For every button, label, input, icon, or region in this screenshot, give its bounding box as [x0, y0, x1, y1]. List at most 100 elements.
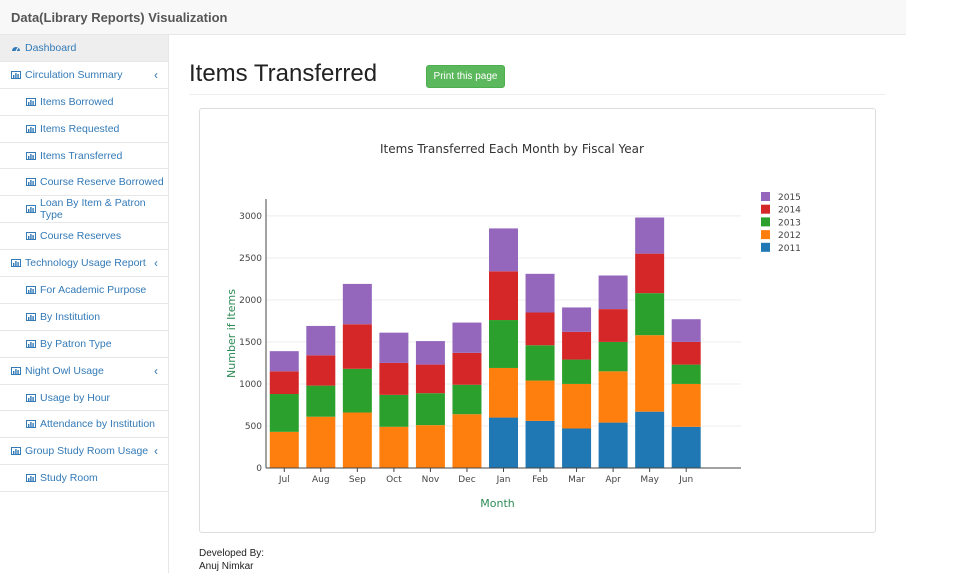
chart-title: Items Transferred Each Month by Fiscal Y… [380, 142, 644, 156]
bar-2014-nov [415, 364, 445, 394]
legend-swatch-2011 [761, 242, 770, 252]
y-tick-label: 2000 [239, 296, 262, 306]
bar-2012-sep [342, 412, 372, 468]
bar-2013-mar [562, 359, 592, 384]
bar-2014-jul [269, 371, 299, 395]
bar-chart-icon [26, 474, 36, 483]
sidebar-item-items-transferred[interactable]: Items Transferred [0, 143, 168, 170]
y-tick-label: 3000 [239, 212, 262, 222]
title-divider [189, 94, 886, 95]
bar-2012-oct [379, 426, 409, 468]
sidebar-item-technology-usage-report[interactable]: Technology Usage Report ‹ [0, 250, 168, 278]
x-tick-label: Apr [605, 475, 621, 485]
bar-2015-feb [525, 273, 555, 313]
sidebar-item-label: Items Borrowed [40, 95, 114, 108]
sidebar-item-course-reserve-borrowed[interactable]: Course Reserve Borrowed [0, 169, 168, 197]
legend-swatch-2015 [761, 192, 770, 201]
sidebar-item-label: Group Study Room Usage [25, 445, 149, 458]
bar-2014-sep [342, 324, 372, 369]
legend-label: 2012 [778, 231, 801, 241]
y-tick-label: 0 [256, 464, 262, 474]
bar-2012-may [635, 335, 665, 412]
bar-2014-apr [598, 309, 628, 342]
legend-swatch-2013 [761, 217, 770, 227]
bar-2015-sep [342, 283, 372, 325]
sidebar: Dashboard Circulation Summary ‹ Items Borro… [0, 35, 169, 573]
sidebar-item-for-academic-purpose[interactable]: For Academic Purpose [0, 277, 168, 304]
x-tick-label: Sep [349, 475, 366, 485]
x-tick-label: Jul [278, 475, 290, 485]
bar-2013-aug [306, 385, 336, 417]
sidebar-item-label: Course Reserves [40, 230, 122, 243]
bar-2015-jan [489, 228, 518, 272]
sidebar-item-circulation-summary[interactable]: Circulation Summary ‹ [0, 62, 168, 89]
legend-label: 2011 [778, 244, 801, 254]
bar-chart-icon [26, 178, 36, 187]
bar-2015-jul [269, 351, 299, 372]
x-tick-label: May [640, 475, 659, 485]
sidebar-item-by-institution[interactable]: By Institution [0, 304, 168, 331]
bar-2014-mar [562, 331, 592, 360]
sidebar-item-label: Items Requested [40, 122, 120, 135]
bar-2015-dec [452, 322, 482, 353]
sidebar-item-by-patron-type[interactable]: By Patron Type [0, 331, 168, 358]
sidebar-item-group-study-room-usage[interactable]: Group Study Room Usage ‹ [0, 438, 168, 466]
y-tick-label: 1000 [239, 380, 262, 390]
chart-panel: Items Transferred Each Month by Fiscal Y… [199, 108, 876, 533]
sidebar-item-dashboard[interactable]: Dashboard [0, 35, 168, 62]
sidebar-item-course-reserves[interactable]: Course Reserves [0, 223, 168, 251]
x-tick-label: Mar [568, 475, 585, 485]
sidebar-item-night-owl-usage[interactable]: Night Owl Usage ‹ [0, 358, 168, 385]
bar-2014-jun [671, 341, 701, 365]
chevron-left-icon[interactable]: ‹ [154, 444, 158, 459]
dashboard-icon [12, 46, 20, 52]
footer-credit-label: Developed By: [199, 548, 265, 559]
bar-2013-dec [452, 384, 482, 415]
bar-2013-may [635, 293, 665, 336]
bar-2014-dec [452, 352, 482, 385]
sidebar-item-label: Circulation Summary [25, 68, 123, 81]
sidebar-item-items-requested[interactable]: Items Requested [0, 116, 168, 143]
bar-chart-icon [26, 312, 36, 321]
bar-2012-aug [306, 416, 336, 468]
sidebar-item-study-room[interactable]: Study Room [0, 465, 168, 493]
x-tick-label: Jan [496, 475, 511, 485]
bar-2011-may [635, 411, 665, 468]
bar-2015-oct [379, 332, 409, 363]
bar-chart-icon [11, 447, 21, 456]
sidebar-item-loan-by-item-and-patron-type[interactable]: Loan By Item & Patron Type [0, 196, 168, 224]
sidebar-item-label: Course Reserve Borrowed [40, 176, 164, 189]
bar-chart-icon [11, 366, 21, 375]
sidebar-item-attendance-by-institution[interactable]: Attendance by Institution [0, 411, 168, 439]
chevron-left-icon[interactable]: ‹ [154, 363, 158, 378]
bar-2015-apr [598, 275, 628, 310]
chevron-left-icon[interactable]: ‹ [154, 256, 158, 271]
bar-2011-apr [598, 422, 628, 468]
bar-2012-jul [269, 431, 299, 468]
bar-2013-jan [489, 320, 518, 368]
bar-chart-icon [11, 70, 21, 79]
chevron-left-icon[interactable]: ‹ [154, 67, 158, 82]
sidebar-item-label: Loan By Item & Patron Type [40, 197, 146, 222]
bar-2013-feb [525, 345, 555, 381]
legend-swatch-2012 [761, 230, 770, 240]
bar-2011-feb [525, 420, 555, 468]
sidebar-item-items-borrowed[interactable]: Items Borrowed [0, 89, 168, 116]
footer: Developed By: Anuj Nimkar [199, 547, 264, 573]
y-axis-label: Number if Items [225, 289, 238, 378]
bar-2012-dec [452, 414, 482, 468]
sidebar-item-label: Night Owl Usage [25, 364, 104, 377]
app-brand[interactable]: Data(Library Reports) Visualization [11, 10, 228, 25]
bar-2011-mar [562, 428, 592, 468]
sidebar-item-label: By Patron Type [40, 337, 112, 350]
bar-2015-mar [562, 307, 592, 332]
bar-2011-jun [671, 426, 701, 468]
bar-2013-jun [671, 364, 701, 384]
bar-2012-apr [598, 371, 628, 423]
bar-chart-icon [26, 339, 36, 348]
legend-swatch-2014 [761, 204, 770, 214]
bar-chart-icon [26, 97, 36, 106]
print-button[interactable]: Print this page [426, 65, 505, 88]
bar-chart-icon [26, 285, 36, 294]
sidebar-item-usage-by-hour[interactable]: Usage by Hour [0, 385, 168, 412]
